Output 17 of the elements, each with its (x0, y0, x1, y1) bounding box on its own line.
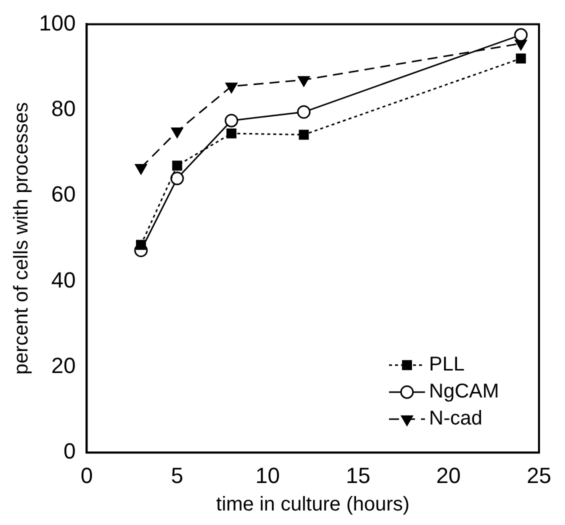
x-tick-label: 10 (255, 462, 280, 488)
y-tick-label: 60 (51, 182, 76, 207)
y-tick-label: 80 (51, 96, 76, 121)
x-tick-label: 20 (436, 462, 461, 488)
x-axis-title: time in culture (hours) (216, 494, 410, 516)
legend-label: PLL (429, 354, 465, 376)
y-tick-label: 20 (51, 352, 76, 378)
y-tick-label: 100 (38, 10, 76, 36)
x-tick-label: 5 (171, 462, 184, 488)
y-axis-title: percent of cells with processes (10, 102, 33, 375)
y-tick-label: 0 (63, 438, 76, 464)
x-tick-label: 15 (346, 462, 370, 488)
x-tick-label: 25 (526, 462, 552, 488)
legend-label: NgCAM (429, 380, 500, 403)
x-tick-label: 0 (80, 462, 93, 488)
y-tick-label: 40 (51, 267, 76, 292)
legend-label: N-cad (429, 408, 482, 430)
